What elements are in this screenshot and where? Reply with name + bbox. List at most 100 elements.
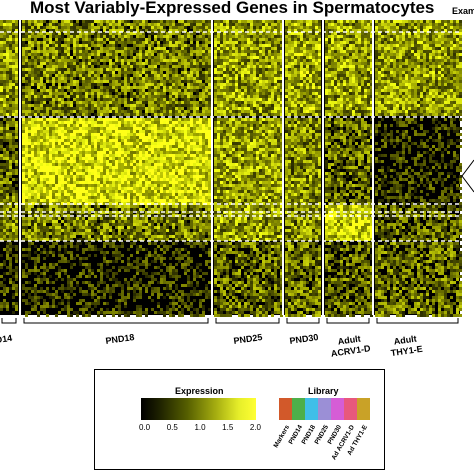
heatmap-cell xyxy=(181,121,184,124)
heatmap-cell xyxy=(100,44,103,47)
heatmap-cell xyxy=(103,23,106,26)
heatmap-cell xyxy=(88,208,91,211)
heatmap-cell xyxy=(73,41,76,44)
heatmap-cell xyxy=(85,172,88,175)
heatmap-cell xyxy=(31,20,34,23)
heatmap-cell xyxy=(121,199,124,202)
heatmap-cell xyxy=(9,223,12,226)
heatmap-cell xyxy=(79,71,82,74)
heatmap-cell xyxy=(79,32,82,35)
heatmap-cell xyxy=(9,130,12,133)
heatmap-cell xyxy=(31,29,34,32)
heatmap-cell xyxy=(12,26,15,29)
heatmap-cell xyxy=(199,160,202,163)
heatmap-cell xyxy=(15,266,18,269)
heatmap-cell xyxy=(112,47,115,50)
heatmap-cell xyxy=(15,130,18,133)
heatmap-cell xyxy=(49,166,52,169)
heatmap-cell xyxy=(28,232,31,235)
heatmap-cell xyxy=(190,160,193,163)
heatmap-cell xyxy=(178,145,181,148)
heatmap-cell xyxy=(85,83,88,86)
heatmap-cell xyxy=(163,20,166,23)
heatmap-cell xyxy=(142,101,145,104)
heatmap-cell xyxy=(109,71,112,74)
heatmap-cell xyxy=(118,235,121,238)
heatmap-cell xyxy=(121,101,124,104)
heatmap-cell xyxy=(15,308,18,311)
heatmap-cell xyxy=(61,32,64,35)
heatmap-cell xyxy=(187,53,190,56)
heatmap-cell xyxy=(22,151,25,154)
heatmap-cell xyxy=(103,154,106,157)
heatmap-cell xyxy=(52,157,55,160)
heatmap-cell xyxy=(76,184,79,187)
heatmap-cell xyxy=(139,193,142,196)
heatmap-cell xyxy=(151,235,154,238)
heatmap-cell xyxy=(145,110,148,113)
heatmap-cell xyxy=(208,238,211,241)
heatmap-cell xyxy=(127,71,130,74)
heatmap-cell xyxy=(118,181,121,184)
heatmap-cell xyxy=(208,107,211,110)
heatmap-cell xyxy=(37,107,40,110)
heatmap-cell xyxy=(124,214,127,217)
heatmap-cell xyxy=(58,23,61,26)
heatmap-cell xyxy=(15,56,18,59)
heatmap-cell xyxy=(130,124,133,127)
heatmap-cell xyxy=(100,32,103,35)
heatmap-cell xyxy=(15,248,18,251)
heatmap-cell xyxy=(43,248,46,251)
heatmap-cell xyxy=(112,53,115,56)
heatmap-cell xyxy=(124,29,127,32)
heatmap-cell xyxy=(133,139,136,142)
heatmap-cell xyxy=(58,98,61,101)
heatmap-cell xyxy=(106,89,109,92)
heatmap-cell xyxy=(70,74,73,77)
heatmap-cell xyxy=(193,169,196,172)
heatmap-cell xyxy=(109,74,112,77)
heatmap-cell xyxy=(25,163,28,166)
heatmap-cell xyxy=(28,130,31,133)
heatmap-cell xyxy=(9,53,12,56)
heatmap-cell xyxy=(187,56,190,59)
heatmap-cell xyxy=(67,83,70,86)
heatmap-cell xyxy=(106,160,109,163)
heatmap-cell xyxy=(118,118,121,121)
heatmap-cell xyxy=(15,254,18,257)
heatmap-cell xyxy=(0,232,3,235)
heatmap-cell xyxy=(79,226,82,229)
heatmap-cell xyxy=(85,205,88,208)
heatmap-cell xyxy=(118,175,121,178)
heatmap-cell xyxy=(43,142,46,145)
heatmap-cell xyxy=(124,181,127,184)
heatmap-cell xyxy=(55,20,58,23)
heatmap-cell xyxy=(142,223,145,226)
heatmap-cell xyxy=(70,65,73,68)
heatmap-cell xyxy=(148,136,151,139)
heatmap-cell xyxy=(79,160,82,163)
heatmap-cell xyxy=(88,59,91,62)
heatmap-cell xyxy=(145,175,148,178)
heatmap-cell xyxy=(0,124,3,127)
heatmap-cell xyxy=(25,104,28,107)
heatmap-cell xyxy=(184,56,187,59)
heatmap-cell xyxy=(28,251,31,254)
heatmap-cell xyxy=(34,223,37,226)
heatmap-cell xyxy=(190,172,193,175)
heatmap-cell xyxy=(40,214,43,217)
heatmap-cell xyxy=(52,211,55,214)
heatmap-cell xyxy=(157,127,160,130)
heatmap-cell xyxy=(133,190,136,193)
heatmap-cell xyxy=(64,190,67,193)
heatmap-cell xyxy=(148,101,151,104)
heatmap-cell xyxy=(142,62,145,65)
heatmap-cell xyxy=(43,127,46,130)
heatmap-cell xyxy=(43,205,46,208)
heatmap-cell xyxy=(178,166,181,169)
heatmap-cell xyxy=(139,50,142,53)
heatmap-cell xyxy=(139,77,142,80)
heatmap-cell xyxy=(28,47,31,50)
heatmap-cell xyxy=(193,53,196,56)
heatmap-cell xyxy=(142,151,145,154)
